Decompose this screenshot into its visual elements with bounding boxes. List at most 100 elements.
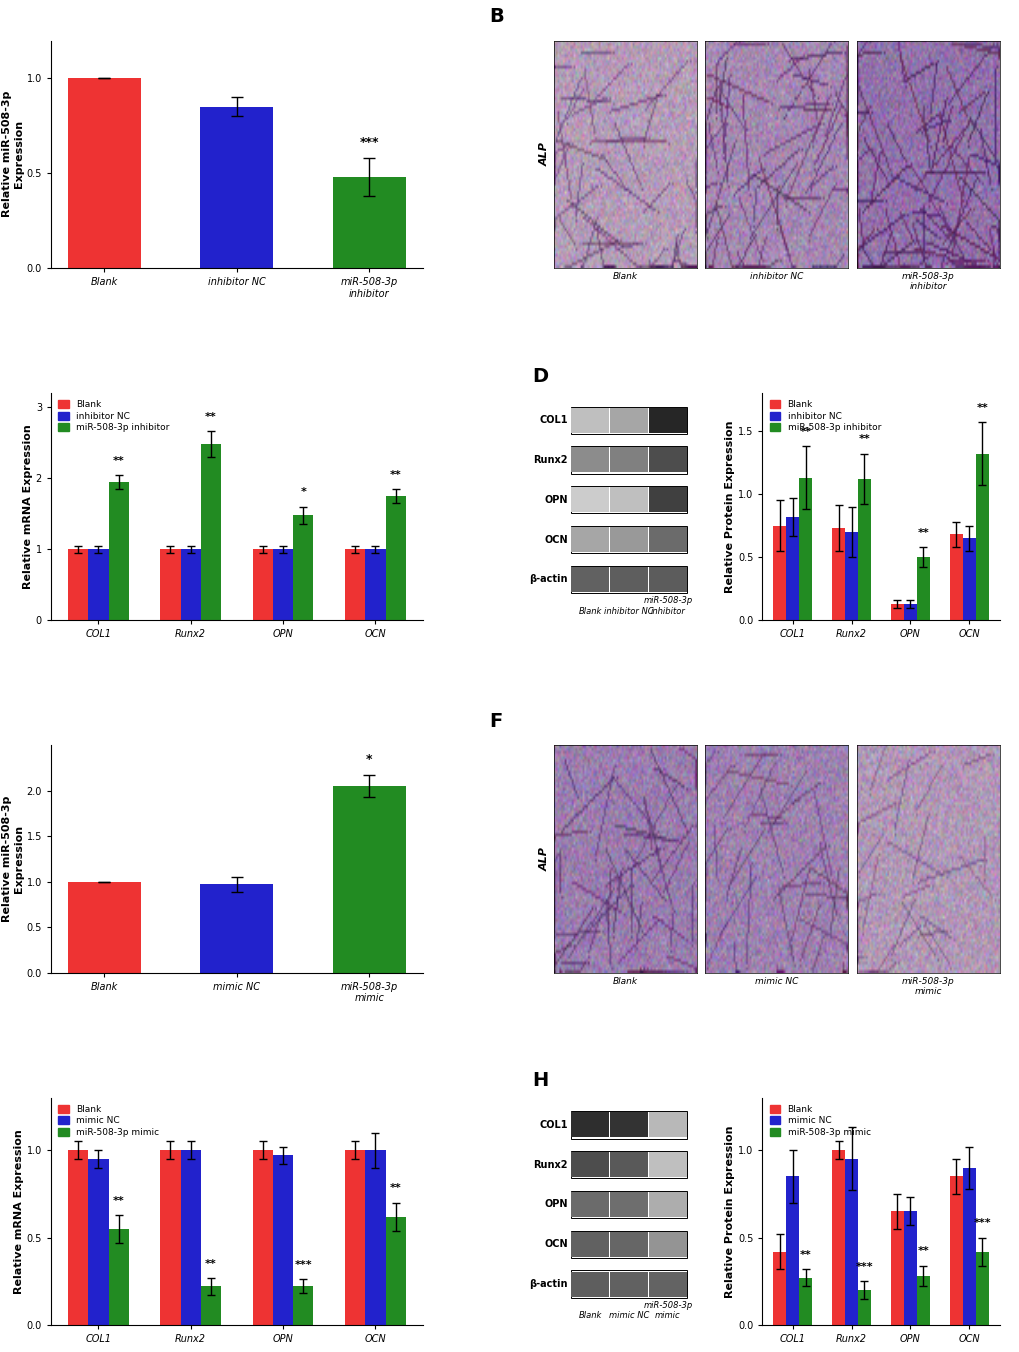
Text: H: H xyxy=(532,1071,548,1090)
Bar xyxy=(570,446,687,473)
Bar xyxy=(916,557,929,621)
Bar xyxy=(570,1151,687,1179)
Bar xyxy=(786,1176,798,1325)
Bar xyxy=(609,487,647,512)
Text: COL1: COL1 xyxy=(539,1119,568,1130)
X-axis label: Blank: Blank xyxy=(611,272,637,281)
Text: **: ** xyxy=(799,1249,811,1260)
Bar xyxy=(975,453,987,621)
Bar xyxy=(648,1113,686,1137)
Bar xyxy=(385,1217,406,1325)
Bar xyxy=(609,1271,647,1297)
X-axis label: Blank: Blank xyxy=(611,976,637,986)
Text: **: ** xyxy=(113,456,124,465)
Bar xyxy=(571,1152,608,1178)
Bar xyxy=(201,443,221,621)
Y-axis label: ALP: ALP xyxy=(539,142,549,166)
Text: OPN: OPN xyxy=(544,495,568,504)
Bar xyxy=(648,408,686,433)
Bar xyxy=(571,408,608,433)
Bar xyxy=(253,549,273,621)
Bar xyxy=(365,1151,385,1325)
Bar xyxy=(798,1278,811,1325)
Bar xyxy=(648,448,686,472)
Bar xyxy=(292,515,313,621)
Bar xyxy=(200,884,273,972)
Bar xyxy=(344,1151,365,1325)
Legend: Blank, mimic NC, miR-508-3p mimic: Blank, mimic NC, miR-508-3p mimic xyxy=(766,1102,872,1140)
Bar xyxy=(571,1192,608,1217)
Bar xyxy=(88,1159,108,1325)
Text: Blank: Blank xyxy=(578,607,601,615)
Bar xyxy=(772,1252,786,1325)
Bar xyxy=(772,526,786,621)
Text: OCN: OCN xyxy=(543,1240,568,1249)
Bar xyxy=(648,566,686,592)
Text: **: ** xyxy=(858,434,869,445)
Text: β-actin: β-actin xyxy=(529,1279,568,1288)
Bar xyxy=(949,1176,962,1325)
Text: **: ** xyxy=(917,1247,928,1256)
X-axis label: miR-508-3p
mimic: miR-508-3p mimic xyxy=(901,976,954,996)
Y-axis label: Relative mRNA Expression: Relative mRNA Expression xyxy=(14,1129,23,1294)
Bar xyxy=(648,1271,686,1297)
Bar xyxy=(609,1113,647,1137)
Bar xyxy=(570,1191,687,1218)
Bar xyxy=(857,1290,870,1325)
Bar xyxy=(332,177,406,268)
Bar xyxy=(916,1276,929,1325)
Y-axis label: Relative mRNA Expression: Relative mRNA Expression xyxy=(22,425,33,589)
Bar xyxy=(273,1156,292,1325)
Bar xyxy=(385,496,406,621)
Text: Runx2: Runx2 xyxy=(533,1160,568,1169)
Bar xyxy=(609,1192,647,1217)
Bar xyxy=(962,1168,975,1325)
Text: **: ** xyxy=(389,469,401,480)
Bar xyxy=(571,1113,608,1137)
Bar xyxy=(160,1151,180,1325)
Bar xyxy=(160,549,180,621)
Text: *: * xyxy=(301,488,306,498)
Bar xyxy=(570,1271,687,1298)
Bar xyxy=(571,487,608,512)
Bar xyxy=(949,534,962,621)
Bar xyxy=(903,604,916,621)
X-axis label: inhibitor NC: inhibitor NC xyxy=(749,272,803,281)
Legend: Blank, inhibitor NC, miR-508-3p inhibitor: Blank, inhibitor NC, miR-508-3p inhibito… xyxy=(766,397,882,435)
Text: F: F xyxy=(489,713,502,731)
Text: miR-508-3p
mimic: miR-508-3p mimic xyxy=(643,1301,692,1321)
Text: *: * xyxy=(366,753,372,767)
Bar xyxy=(292,1287,313,1325)
Bar xyxy=(332,787,406,972)
Bar xyxy=(609,1232,647,1257)
X-axis label: mimic NC: mimic NC xyxy=(754,976,798,986)
Text: B: B xyxy=(489,7,503,27)
Bar xyxy=(365,549,385,621)
Bar xyxy=(253,1151,273,1325)
Y-axis label: Relative Protein Expression: Relative Protein Expression xyxy=(725,1125,735,1298)
Bar xyxy=(609,448,647,472)
Bar xyxy=(891,604,903,621)
Bar xyxy=(570,407,687,434)
Bar xyxy=(609,1152,647,1178)
Bar xyxy=(648,1232,686,1257)
Bar xyxy=(108,1229,128,1325)
Y-axis label: Relative miR-508-3p
Expression: Relative miR-508-3p Expression xyxy=(2,91,23,218)
Bar xyxy=(68,1151,88,1325)
Legend: Blank, inhibitor NC, miR-508-3p inhibitor: Blank, inhibitor NC, miR-508-3p inhibito… xyxy=(55,397,172,435)
Text: **: ** xyxy=(799,427,811,437)
Text: **: ** xyxy=(113,1195,124,1206)
Y-axis label: Relative miR-508-3p
Expression: Relative miR-508-3p Expression xyxy=(2,796,23,922)
Bar xyxy=(903,1211,916,1325)
Bar xyxy=(201,1287,221,1325)
Bar xyxy=(571,448,608,472)
Bar xyxy=(108,481,128,621)
Bar xyxy=(832,529,844,621)
Text: miR-508-3p
inhibitor: miR-508-3p inhibitor xyxy=(643,596,692,615)
Text: ***: *** xyxy=(294,1260,312,1271)
Bar xyxy=(571,1271,608,1297)
Bar xyxy=(648,1152,686,1178)
Bar xyxy=(344,549,365,621)
Bar xyxy=(570,526,687,553)
Text: COL1: COL1 xyxy=(539,415,568,425)
